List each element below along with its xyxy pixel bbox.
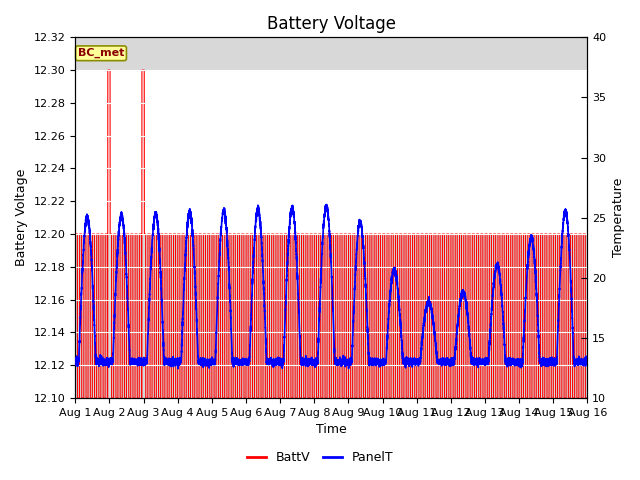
BattV	[451, 395, 459, 401]
PanelT	[479, 357, 486, 363]
Line: BattV: BattV	[76, 70, 588, 398]
PanelT	[374, 359, 382, 365]
Text: BC_met: BC_met	[78, 48, 124, 59]
BattV	[97, 231, 105, 237]
BattV	[584, 395, 591, 401]
Legend: BattV, PanelT: BattV, PanelT	[242, 446, 398, 469]
Y-axis label: Temperature: Temperature	[612, 178, 625, 257]
BattV	[479, 231, 486, 237]
Title: Battery Voltage: Battery Voltage	[267, 15, 396, 33]
PanelT	[174, 366, 182, 372]
PanelT	[451, 350, 459, 356]
PanelT	[323, 202, 330, 207]
BattV	[374, 231, 382, 237]
X-axis label: Time: Time	[316, 423, 347, 436]
PanelT	[257, 226, 264, 231]
Line: PanelT: PanelT	[76, 204, 588, 369]
BattV	[397, 231, 404, 237]
Bar	[76, 70, 588, 234]
PanelT	[397, 321, 404, 326]
BattV	[257, 231, 264, 237]
PanelT	[97, 359, 105, 364]
BattV	[72, 395, 79, 401]
PanelT	[584, 358, 591, 364]
BattV	[104, 67, 111, 73]
Y-axis label: Battery Voltage: Battery Voltage	[15, 169, 28, 266]
PanelT	[72, 360, 79, 365]
